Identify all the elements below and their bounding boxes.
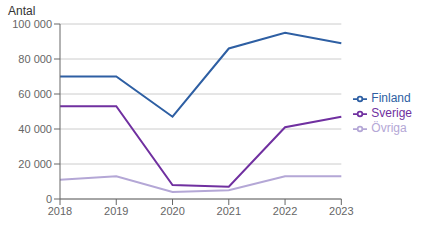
html-text:Övriga: Övriga bbox=[371, 120, 407, 135]
svg-text:100 000: 100 000 bbox=[12, 18, 52, 30]
svg-text:2018: 2018 bbox=[48, 205, 72, 217]
svg-text:2021: 2021 bbox=[217, 205, 241, 217]
svg-text:2022: 2022 bbox=[273, 205, 297, 217]
html-text:Antal: Antal bbox=[8, 4, 36, 18]
svg-text:2020: 2020 bbox=[160, 205, 184, 217]
svg-text:80 000: 80 000 bbox=[18, 53, 52, 65]
svg-text:40 000: 40 000 bbox=[18, 123, 52, 135]
svg-text:60 000: 60 000 bbox=[18, 88, 52, 100]
svg-text:2019: 2019 bbox=[104, 205, 128, 217]
svg-text:20 000: 20 000 bbox=[18, 158, 52, 170]
svg-text:0: 0 bbox=[46, 193, 52, 205]
html-text:Sverige: Sverige bbox=[371, 106, 412, 121]
html-text:Finland: Finland bbox=[371, 91, 411, 106]
svg-text:2023: 2023 bbox=[329, 205, 353, 217]
